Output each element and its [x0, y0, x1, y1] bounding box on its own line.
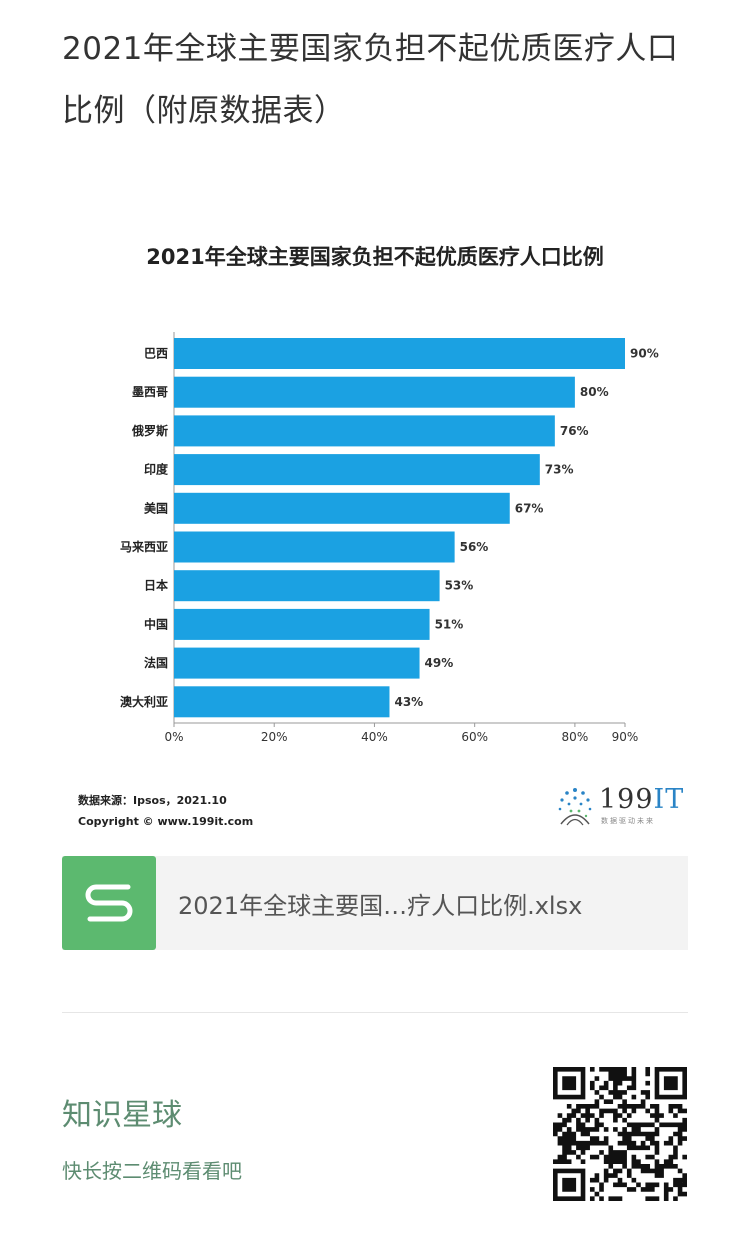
source-block: 数据来源：Ipsos，2021.10 Copyright © www.199it… — [78, 790, 253, 832]
data-label: 67% — [515, 501, 544, 515]
data-label: 73% — [545, 463, 574, 477]
attachment-file-name: 2021年全球主要国…疗人口比例.xlsx — [178, 891, 583, 920]
qr-modules — [553, 1067, 687, 1201]
category-label: 日本 — [144, 578, 168, 593]
logo-dots-icon — [558, 788, 592, 826]
chart-title: 2021年全球主要国家负担不起优质医疗人口比例 — [146, 245, 604, 269]
bar-7 — [174, 570, 440, 602]
x-tick-label: 90% — [612, 730, 639, 744]
category-label: 巴西 — [144, 347, 168, 361]
data-label: 80% — [580, 385, 609, 399]
spreadsheet-icon — [62, 856, 156, 950]
x-tick-label: 40% — [361, 730, 388, 744]
data-label: 51% — [435, 617, 464, 631]
category-label: 印度 — [144, 462, 169, 477]
data-label: 43% — [394, 695, 423, 709]
bar-4 — [174, 454, 540, 486]
bar-1 — [174, 338, 625, 369]
logo-tagline: 数据驱动未来 — [601, 817, 655, 825]
data-label: 76% — [560, 424, 589, 438]
category-label: 墨西哥 — [132, 385, 168, 399]
x-tick-label: 80% — [562, 730, 589, 744]
category-label: 美国 — [144, 500, 168, 515]
bar-3 — [174, 415, 555, 447]
knowledge-planet-subtitle: 快长按二维码看看吧 — [62, 1159, 242, 1183]
bar-chart: 巴西 90% 墨西哥 80% 俄罗斯 76% 印度 73% 美国 67% 马来西亚 56% 日本 53% 中… — [120, 332, 659, 744]
data-label: 53% — [445, 579, 474, 593]
data-label: 56% — [460, 540, 489, 554]
bar-10 — [174, 686, 390, 718]
bar-6 — [174, 531, 455, 563]
category-label: 马来西亚 — [120, 539, 168, 554]
attachment-card[interactable]: 2021年全球主要国…疗人口比例.xlsx — [62, 856, 688, 950]
source-label: 数据来源：Ipsos，2021.10 — [78, 794, 227, 807]
logo-text: 199IT — [599, 784, 685, 815]
category-label: 俄罗斯 — [131, 423, 168, 438]
x-tick-label: 60% — [461, 730, 488, 744]
divider — [62, 1012, 688, 1013]
category-label: 中国 — [144, 616, 168, 631]
qr-code-icon[interactable] — [553, 1067, 687, 1201]
category-label: 澳大利亚 — [120, 694, 168, 709]
bar-2 — [174, 376, 575, 408]
x-tick-label: 20% — [261, 730, 288, 744]
knowledge-planet-title: 知识星球 — [62, 1098, 182, 1133]
x-tick-label: 0% — [164, 730, 183, 744]
bar-9 — [174, 647, 420, 679]
category-label: 法国 — [144, 655, 168, 670]
article-title: 2021年全球主要国家负担不起优质医疗人口比例（附原数据表） — [62, 31, 679, 129]
bar-5 — [174, 492, 510, 524]
data-label: 90% — [630, 347, 659, 361]
copyright-label: Copyright © www.199it.com — [78, 815, 254, 828]
logo-199it: 199IT 数据驱动未来 — [553, 782, 683, 830]
bar-8 — [174, 608, 430, 640]
data-label: 49% — [425, 656, 454, 670]
